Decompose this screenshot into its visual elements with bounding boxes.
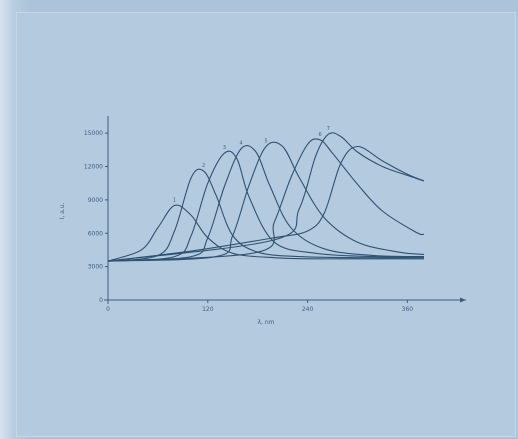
y-tick-label: 15000 — [84, 130, 103, 137]
series-peak-label: 3 — [223, 145, 226, 151]
series-line-5 — [107, 141, 425, 262]
series-line-8 — [107, 145, 425, 262]
y-axis-title: I, a.u. — [59, 202, 66, 219]
x-axis-arrow-icon — [460, 297, 466, 303]
series-peak-label: 1 — [173, 197, 176, 203]
series-line-7 — [107, 132, 425, 262]
series-line-2 — [107, 168, 425, 262]
series-peak-label: 7 — [327, 126, 330, 132]
figure-panel: 0 3000 6000 9000 12000 15000 0 120 240 360 λ, nm I,… — [16, 12, 516, 437]
y-tick-label: 9000 — [88, 197, 103, 204]
x-tick-label: 0 — [106, 306, 110, 313]
series-peak-label: 6 — [318, 132, 321, 138]
y-tick-label: 3000 — [88, 264, 103, 271]
x-axis-title: λ, nm — [257, 319, 274, 326]
chart-series — [107, 132, 425, 262]
chart-labels: 0 3000 6000 9000 12000 15000 0 120 240 360 λ, nm I,… — [59, 126, 413, 326]
x-tick-label: 240 — [302, 306, 314, 313]
x-tick-label: 360 — [402, 306, 414, 313]
series-line-3 — [107, 150, 425, 262]
y-tick-label: 0 — [99, 297, 103, 304]
y-tick-label: 6000 — [88, 230, 103, 237]
series-line-6 — [107, 138, 425, 262]
series-peak-label: 5 — [264, 138, 267, 144]
y-tick-label: 12000 — [84, 164, 103, 171]
series-peak-label: 2 — [202, 163, 205, 169]
chart-axes — [104, 116, 466, 304]
x-tick-label: 120 — [202, 306, 214, 313]
series-line-4 — [107, 145, 425, 262]
line-chart: 0 3000 6000 9000 12000 15000 0 120 240 360 λ, nm I,… — [59, 116, 466, 326]
series-peak-label: 4 — [239, 141, 242, 147]
